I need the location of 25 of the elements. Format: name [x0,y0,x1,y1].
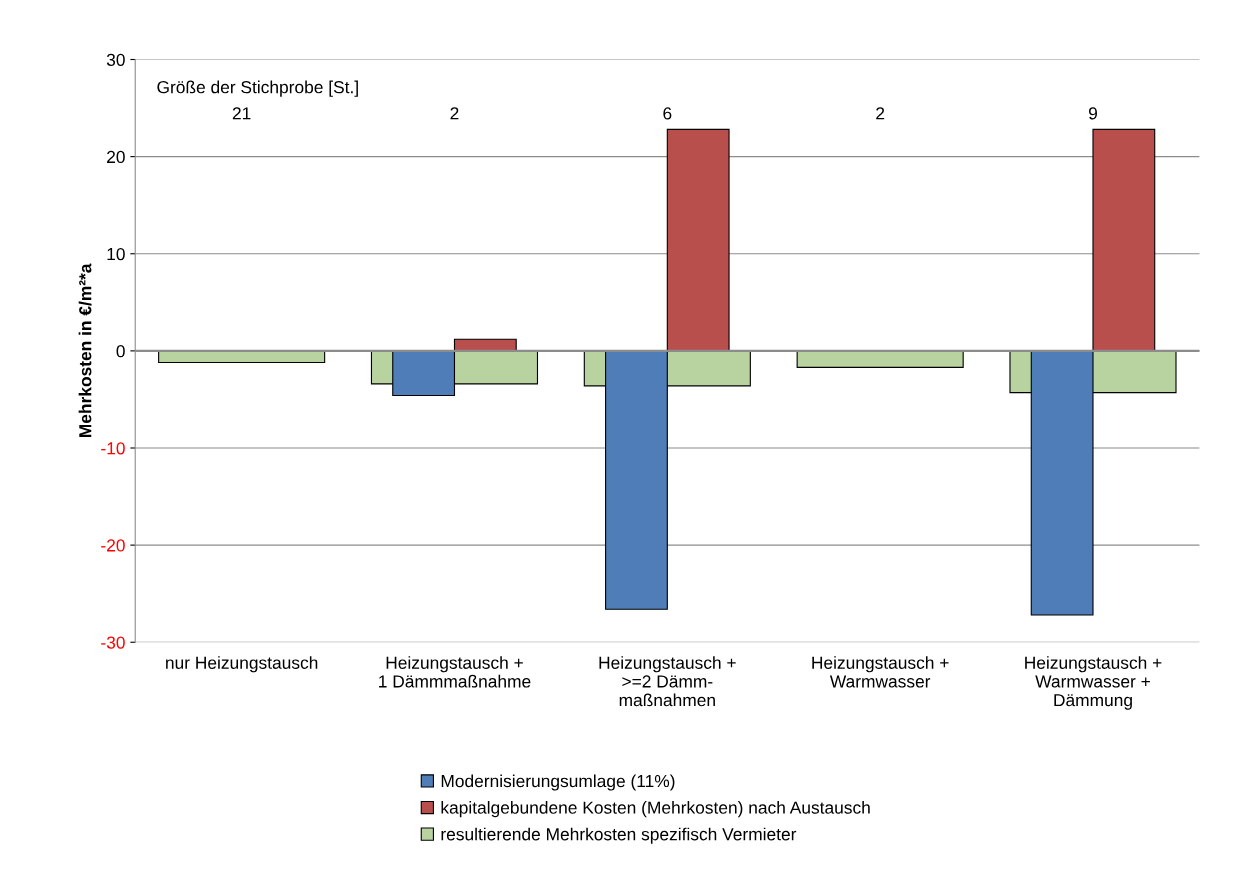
y-tick-label: -30 [101,636,125,649]
annotation: 2 [876,107,885,120]
bar [796,350,964,368]
y-tick-label: 0 [116,345,125,358]
legend-label: kapitalgebundene Kosten (Mehrkosten) nach Austausch [441,801,870,818]
y-tick-label: -20 [101,539,125,552]
annotation: 21 [232,107,251,120]
annotation: Größe der Stichprobe [St.] [157,80,358,97]
annotation: 9 [1088,107,1097,120]
x-tick-label: Heizungstausch + >=2 Dämm- maßnahmen [599,656,736,707]
x-tick-label: nur Heizungstausch [166,656,318,673]
y-tick-label: 10 [107,247,125,261]
x-tick-label: Heizungstausch + Warmwasser [812,656,949,688]
y-tick-label: 30 [106,53,125,66]
bar [666,128,730,352]
legend-label: Modernisierungsumlage (11%) [441,774,675,791]
annotation: 2 [450,107,459,120]
y-tick-label: 20 [107,150,125,164]
x-tick-label: Heizungstausch + Warmwasser + Dämmung [1025,656,1162,710]
bar [1092,128,1156,352]
x-tick-label: Heizungstausch + 1 Dämmmaßnahme [379,656,531,688]
y-axis-title: Mehrkosten in €/m²*a [78,263,92,438]
annotation: 6 [663,107,672,120]
legend-label: resultierende Mehrkosten spezifisch Vermieter [441,827,797,844]
y-tick-label: -10 [101,442,125,455]
